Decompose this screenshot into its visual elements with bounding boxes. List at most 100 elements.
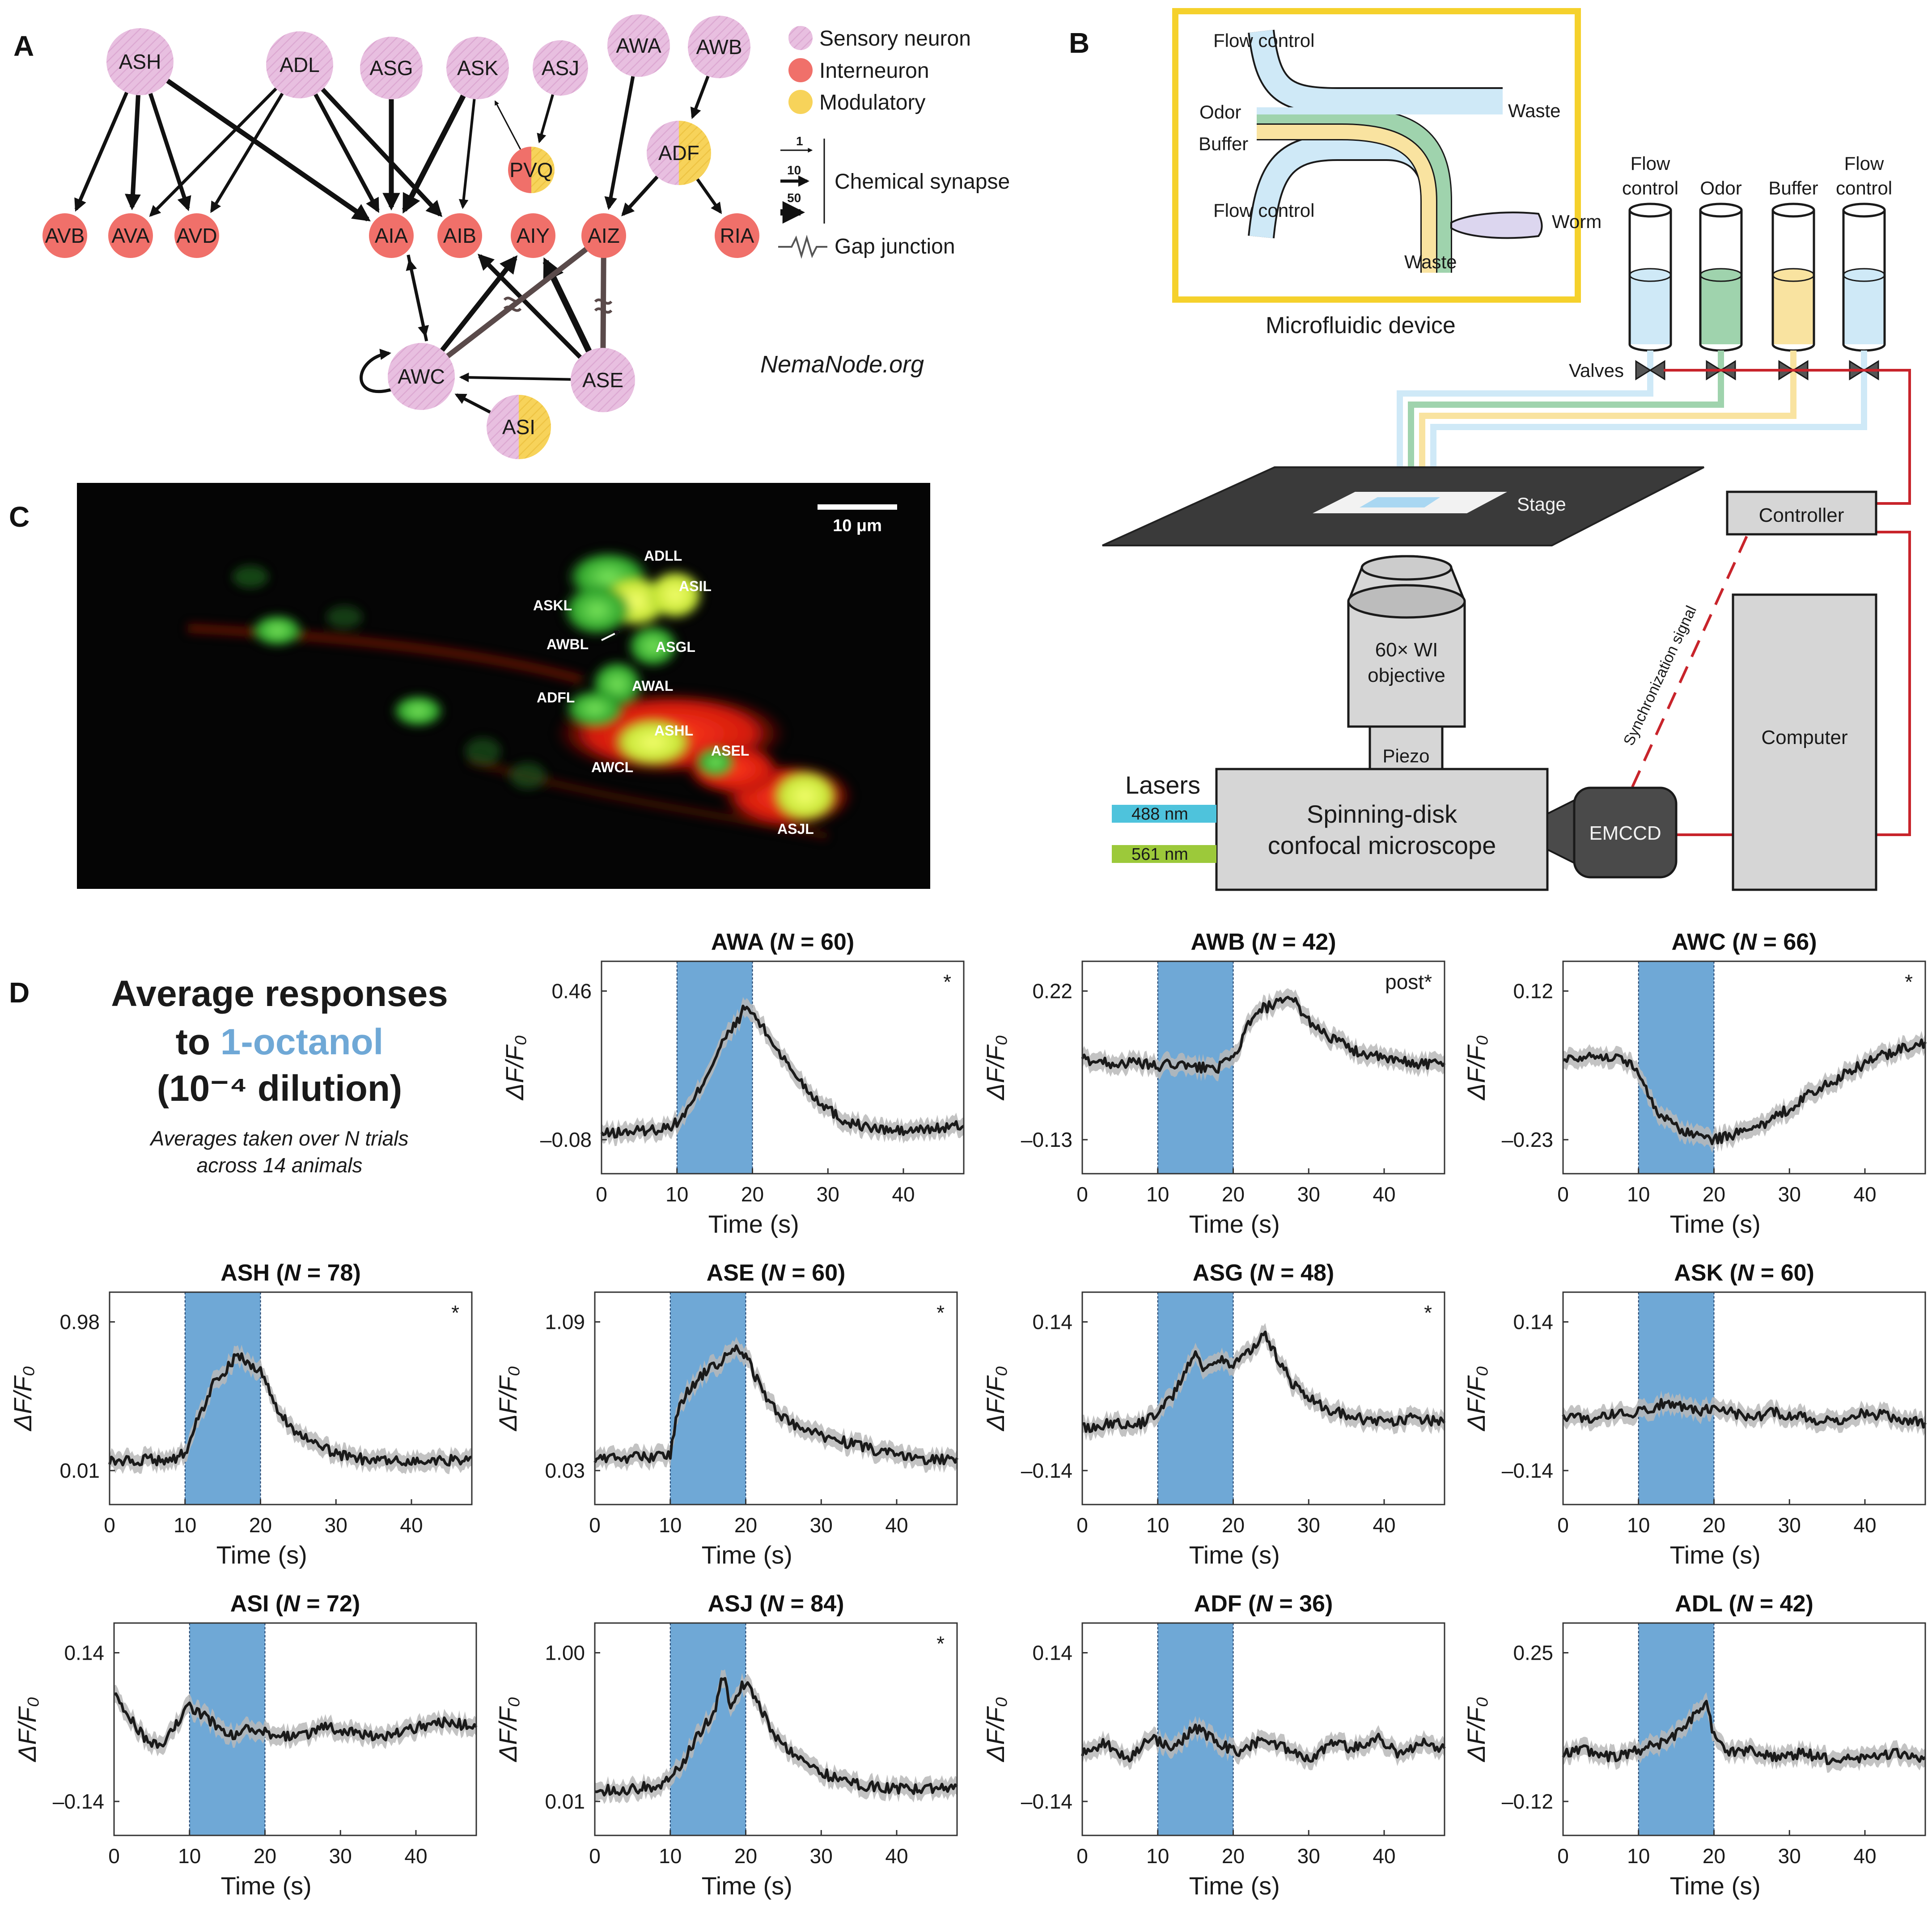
connectome-legend: Sensory neuron Interneuron Modulatory 1 … [778,26,1010,259]
x-tick-label: 20 [1222,1844,1245,1868]
reservoir-label-2: control [1836,178,1892,199]
chart-ase: 0 10 20 30 40 Time (s) 1.09 0.03 ΔF/F₀ ASE (N = 6… [494,1260,958,1569]
edge-pvq-ask [494,100,521,150]
x-tick-label: 0 [104,1513,115,1537]
y-axis-label: ΔF/F₀ [981,1035,1009,1101]
x-axis-label: Time (s) [1670,1541,1761,1569]
node-label: AVA [111,224,150,247]
chart-title: ASG (N = 48) [1193,1260,1334,1286]
chart-asi: 0 10 20 30 40 Time (s) 0.14 –0.14 ΔF/F₀ ASI (N = … [13,1591,478,1900]
edge-awa-aiz [604,76,635,210]
mean-trace [593,1344,958,1466]
edge-adf-ria [696,178,722,214]
chart-open-paren: ( [1726,929,1740,955]
chart-awc: 0 10 20 30 40 Time (s) 0.12 –0.23 ΔF/F₀ AWC (N = … [1462,929,1927,1238]
neuron-label-awcl: AWCL [591,759,633,775]
chart-neuron: ADF [1194,1591,1242,1617]
plot-frame [1562,1622,1926,1836]
legend-gap-symbol [778,235,827,259]
chart-awa: 0 10 20 30 40 Time (s) 0.46 –0.08 ΔF/F₀ AWA (N = … [500,929,965,1238]
chart-close-paren: ) [352,1591,360,1617]
neuron-label-adfl: ADFL [537,689,575,706]
chart-n-value: 60 [821,929,847,955]
edge-adl-aia [314,93,380,213]
mean-trace [1562,1398,1927,1429]
reservoir-label-1: Flow [1631,153,1670,174]
x-tick-label: 40 [400,1513,423,1537]
chart-close-paren: ) [1806,1591,1813,1617]
chart-open-paren: ( [1723,1260,1737,1286]
x-axis-label: Time (s) [1189,1872,1280,1900]
edge-awb-adf [690,76,710,119]
chart-close-paren: ) [847,929,854,955]
neuron-label-askl: ASKL [533,597,572,613]
chart-open-paren: ( [270,1260,284,1286]
sem-band [1563,1390,1925,1437]
x-tick-label: 0 [589,1844,601,1868]
connectome-edges [74,76,722,414]
x-tick-label: 10 [665,1183,688,1206]
heading-line-2: to 1-octanol [176,1022,384,1062]
plot-frame [1081,960,1445,1175]
response-charts: 0 10 20 30 40 Time (s) 0.46 –0.08 ΔF/F₀ AWA (N = … [8,929,1927,1900]
significance-mark: * [1905,970,1913,993]
reservoir-3: Buffer [1768,178,1818,380]
reservoir-1: Flow control [1622,153,1678,380]
node-label: AIA [375,224,408,247]
x-tick-label: 40 [404,1844,427,1868]
mean-trace [1082,1330,1446,1433]
chart-neuron: ASJ [708,1591,753,1617]
node-adf: ADF [647,121,711,185]
chart-n-symbol: N [284,1260,301,1286]
legend-weight-10: 10 [787,163,801,177]
y-tick-label: –0.23 [1502,1128,1553,1151]
neuron-label-asgl: ASGL [656,639,695,655]
neuron-label-asel: ASEL [711,743,749,759]
y-tick-label: 0.98 [59,1310,100,1334]
sem-band [1563,1031,1925,1153]
node-label: ASG [369,56,413,80]
legend-modulatory-label: Modulatory [819,91,925,114]
x-tick-label: 40 [1373,1183,1395,1206]
x-tick-label: 30 [1778,1513,1801,1537]
x-tick-label: 40 [892,1183,915,1206]
chart-open-paren: ( [754,1260,769,1286]
node-label: ASJ [542,56,579,80]
edge-ash-aia [166,79,371,222]
node-label: AVB [45,224,85,247]
node-aiz: AIZ [581,213,626,258]
lasers-label: Lasers [1125,771,1200,799]
device-waste-right: Waste [1508,100,1560,121]
x-tick-label: 0 [1557,1513,1569,1537]
chart-close-paren: ) [1809,929,1817,955]
x-tick-label: 20 [1703,1844,1725,1868]
x-tick-label: 20 [249,1513,272,1537]
chart-n-symbol: N [283,1591,301,1617]
device-flow-control-top: Flow control [1213,30,1314,51]
y-axis-label: ΔF/F₀ [8,1366,37,1432]
y-axis-label: ΔF/F₀ [13,1697,41,1763]
chart-neuron: ASK [1674,1260,1723,1286]
chart-neuron: AWC [1671,929,1725,955]
node-label: ASK [457,56,498,80]
credit-text: NemaNode.org [760,351,924,378]
edge-asi-awc [454,393,491,414]
chart-n-value: 60 [812,1260,838,1286]
significance-mark: * [936,1301,945,1324]
device-channels [1248,30,1543,273]
chart-ash: 0 10 20 30 40 Time (s) 0.98 0.01 ΔF/F₀ ASH (N = 7… [8,1260,473,1569]
legend-weight-1: 1 [796,134,803,148]
y-tick-label: 0.14 [64,1641,104,1665]
chart-n-value: 42 [1302,929,1328,955]
chart-close-paren: ) [353,1260,360,1286]
x-axis-label: Time (s) [702,1541,792,1569]
plot-frame [601,960,965,1175]
chart-adf: 0 10 20 30 40 Time (s) 0.14 –0.14 ΔF/F₀ ADF (N = … [981,1591,1446,1900]
x-tick-label: 10 [1627,1513,1650,1537]
reservoirs: Flow control Odor Buffer Flow control [1622,153,1892,380]
chart-title: ADF (N = 36) [1194,1591,1333,1617]
laser-488-bar [1112,805,1216,823]
panel-b-label: B [1069,27,1089,59]
y-tick-label: –0.14 [1021,1790,1072,1813]
chart-title: ASK (N = 60) [1674,1260,1814,1286]
